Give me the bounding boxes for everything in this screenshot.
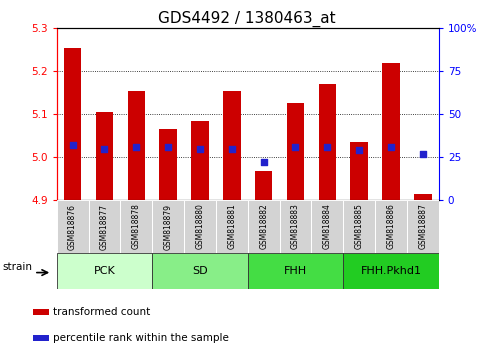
Bar <box>351 142 368 200</box>
FancyBboxPatch shape <box>343 253 439 289</box>
Bar <box>223 91 241 200</box>
FancyBboxPatch shape <box>247 200 280 253</box>
FancyBboxPatch shape <box>57 253 152 289</box>
Text: GSM818886: GSM818886 <box>387 204 395 250</box>
Text: PCK: PCK <box>94 266 115 276</box>
Text: FHH: FHH <box>284 266 307 276</box>
Bar <box>287 103 304 200</box>
FancyBboxPatch shape <box>407 200 439 253</box>
FancyBboxPatch shape <box>89 200 120 253</box>
Point <box>323 144 331 150</box>
Text: percentile rank within the sample: percentile rank within the sample <box>53 333 229 343</box>
Point <box>355 147 363 153</box>
Point <box>260 159 268 165</box>
Point <box>291 144 299 150</box>
Text: GSM818880: GSM818880 <box>195 204 205 250</box>
Point <box>419 151 427 156</box>
Point <box>164 144 172 150</box>
FancyBboxPatch shape <box>57 200 89 253</box>
Text: GSM818879: GSM818879 <box>164 204 173 250</box>
Text: strain: strain <box>3 262 33 272</box>
Point <box>387 144 395 150</box>
Bar <box>64 48 81 200</box>
Bar <box>128 91 145 200</box>
Text: GSM818878: GSM818878 <box>132 204 141 250</box>
Text: GSM818877: GSM818877 <box>100 204 109 250</box>
Point <box>196 145 204 151</box>
FancyBboxPatch shape <box>152 253 247 289</box>
Text: GSM818881: GSM818881 <box>227 204 236 250</box>
Bar <box>382 63 400 200</box>
Bar <box>34 309 48 315</box>
Text: GSM818876: GSM818876 <box>68 204 77 250</box>
Bar <box>414 194 431 200</box>
FancyBboxPatch shape <box>184 200 216 253</box>
FancyBboxPatch shape <box>216 200 247 253</box>
Text: GSM818883: GSM818883 <box>291 204 300 250</box>
Bar <box>318 84 336 200</box>
Point <box>69 142 76 148</box>
Bar <box>96 112 113 200</box>
FancyBboxPatch shape <box>247 253 343 289</box>
Point <box>132 144 140 150</box>
FancyBboxPatch shape <box>343 200 375 253</box>
Text: SD: SD <box>192 266 208 276</box>
FancyBboxPatch shape <box>152 200 184 253</box>
Text: GSM818885: GSM818885 <box>354 204 364 250</box>
FancyBboxPatch shape <box>375 200 407 253</box>
Bar <box>159 129 177 200</box>
Point <box>101 145 108 151</box>
FancyBboxPatch shape <box>120 200 152 253</box>
Text: GSM818887: GSM818887 <box>419 204 427 250</box>
FancyBboxPatch shape <box>312 200 343 253</box>
Text: GSM818882: GSM818882 <box>259 204 268 250</box>
FancyBboxPatch shape <box>280 200 312 253</box>
Text: transformed count: transformed count <box>53 307 150 317</box>
Bar <box>34 335 48 341</box>
Bar <box>255 171 273 200</box>
Bar <box>191 121 209 200</box>
Text: FHH.Pkhd1: FHH.Pkhd1 <box>360 266 422 276</box>
Text: GSM818884: GSM818884 <box>323 204 332 250</box>
Text: GDS4492 / 1380463_at: GDS4492 / 1380463_at <box>158 11 335 27</box>
Point <box>228 145 236 151</box>
